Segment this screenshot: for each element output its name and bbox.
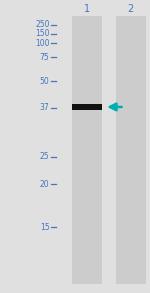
Text: 250: 250 [35,21,50,29]
Bar [72,104,102,110]
Text: 75: 75 [40,53,50,62]
Text: 50: 50 [40,77,50,86]
Text: 20: 20 [40,180,50,188]
Bar [116,16,146,284]
Text: 37: 37 [40,103,50,112]
Text: 25: 25 [40,152,50,161]
Text: 2: 2 [127,4,134,14]
Text: 100: 100 [35,39,50,48]
Bar [72,16,102,284]
Text: 1: 1 [84,4,90,14]
Text: 15: 15 [40,223,50,231]
Text: 150: 150 [35,29,50,38]
